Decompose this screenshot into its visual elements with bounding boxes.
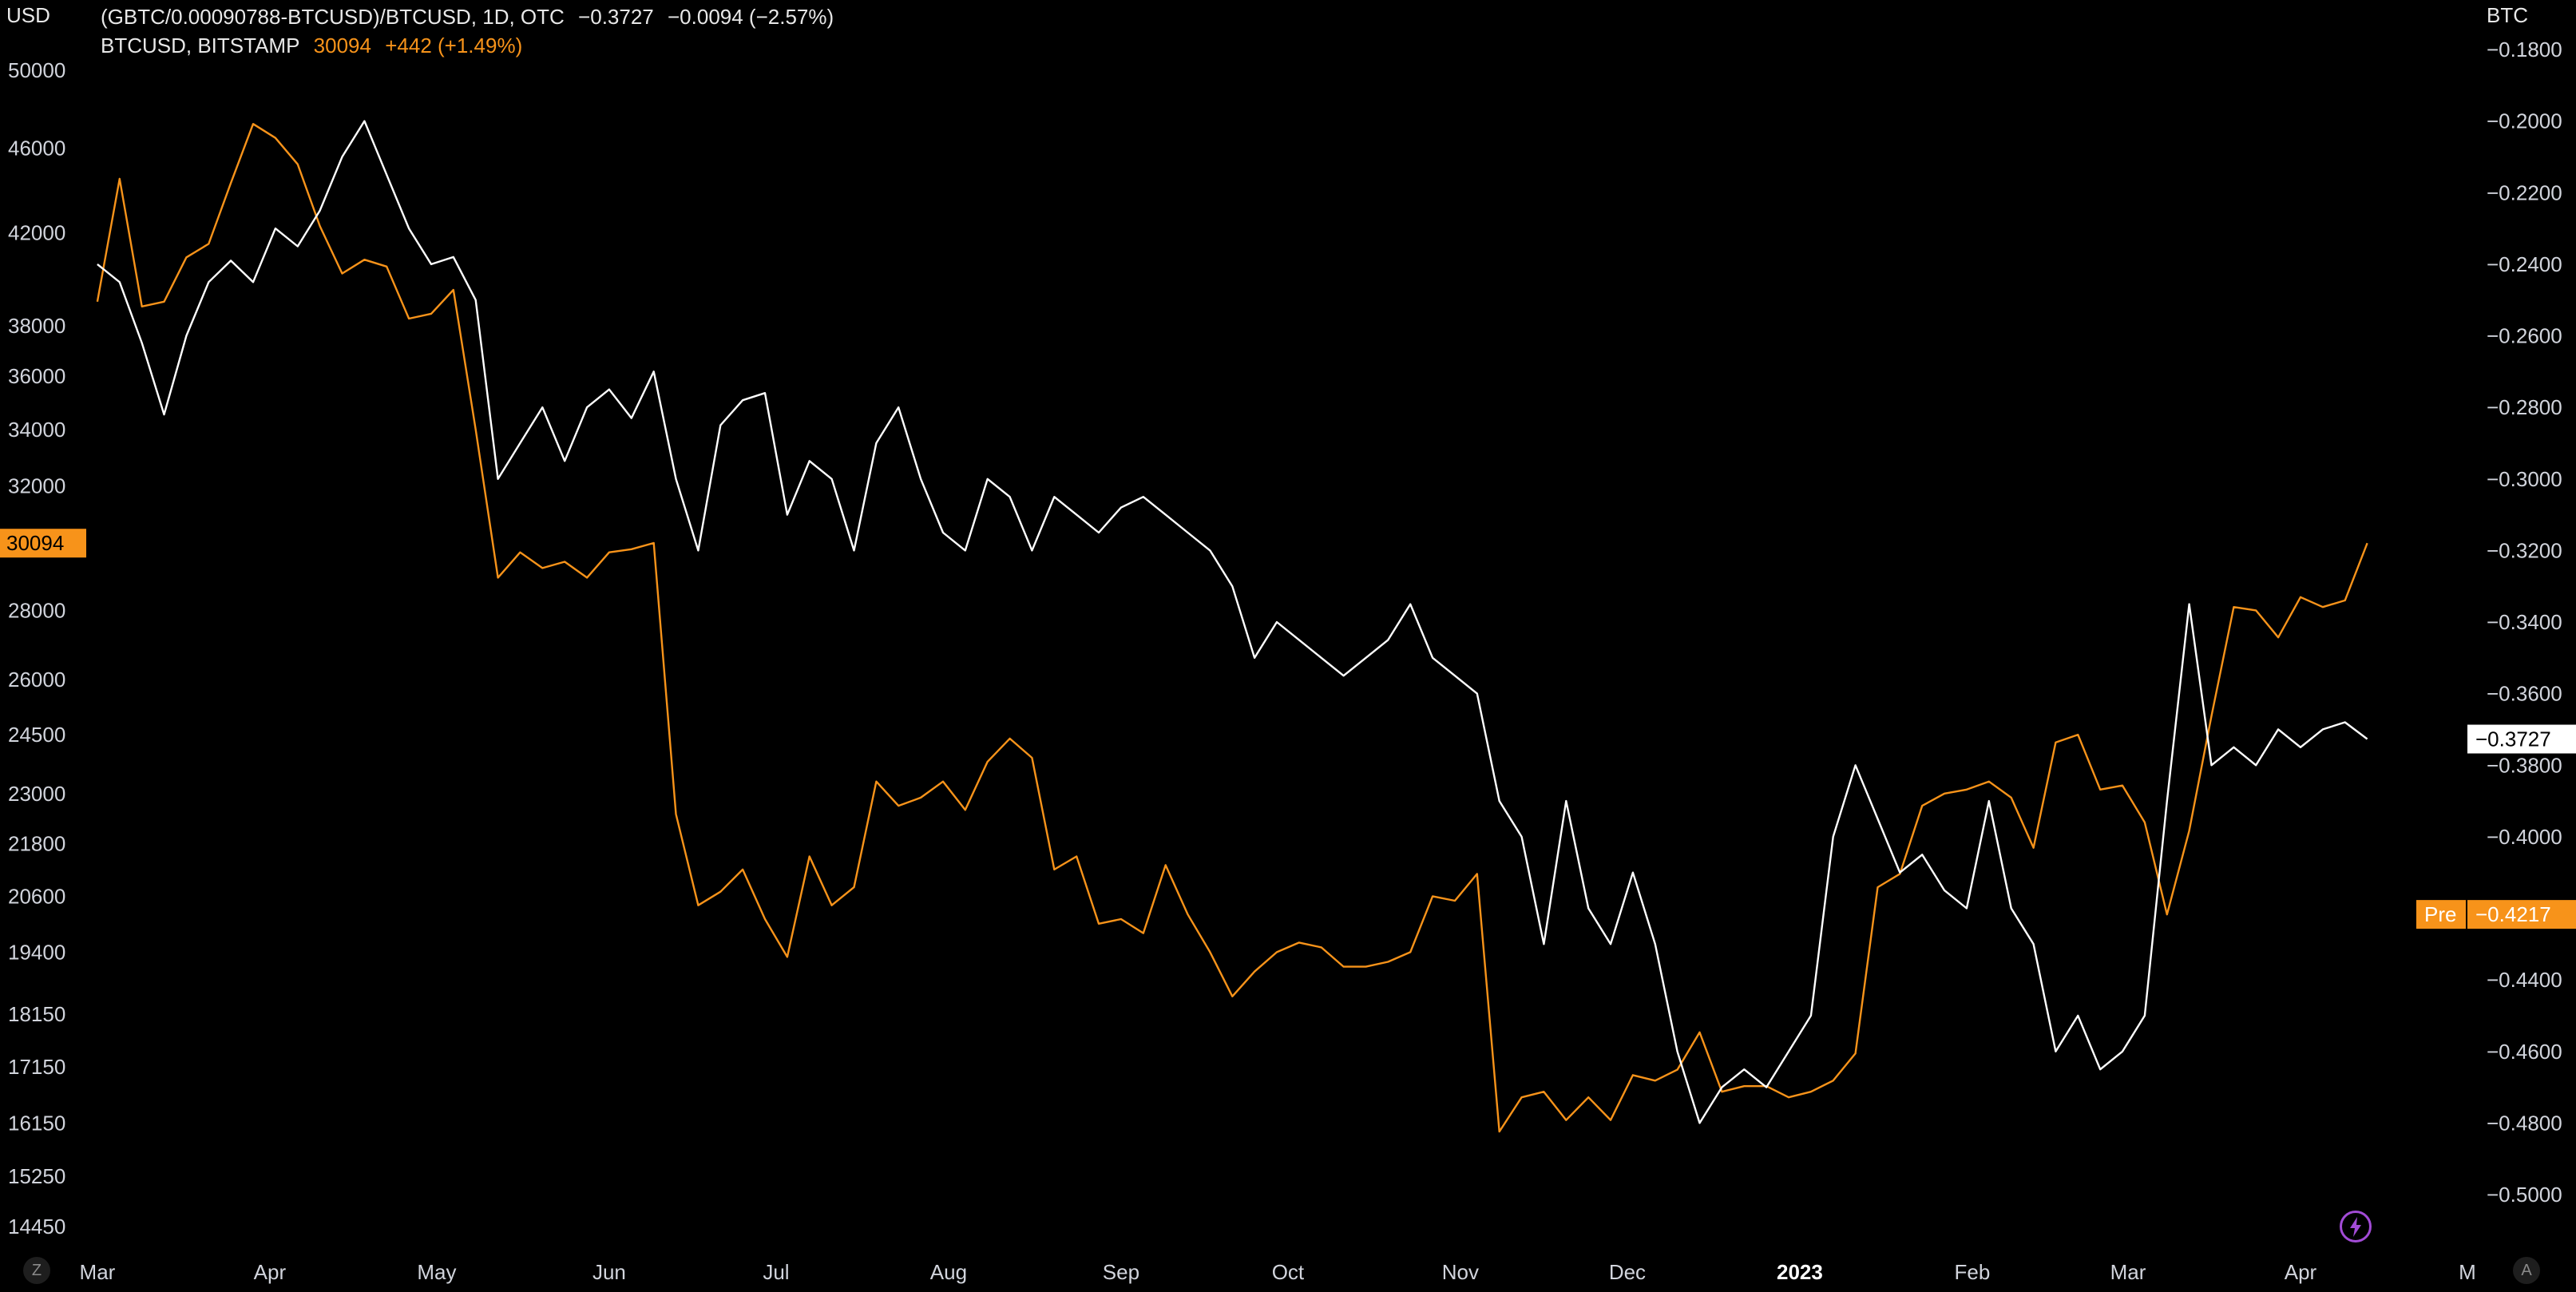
left-axis-tick: 19400 xyxy=(8,940,65,964)
time-axis-label: Dec xyxy=(1609,1260,1646,1284)
btcusd-value: 30094 xyxy=(313,34,371,57)
btcusd-last-price-label: 30094 xyxy=(6,531,64,555)
btcusd-change: +442 (+1.49%) xyxy=(385,34,523,57)
time-axis-label: Mar xyxy=(80,1260,116,1284)
auto-scale-button[interactable]: A xyxy=(2513,1257,2540,1284)
ratio-last-value-label: −0.3727 xyxy=(2475,727,2551,751)
series-layer xyxy=(96,120,2368,1133)
pre-market-value-tag xyxy=(2467,900,2576,929)
lightning-icon[interactable] xyxy=(2340,1211,2372,1242)
right-axis-tick: −0.1800 xyxy=(2487,38,2562,61)
right-axis-tick: −0.2800 xyxy=(2487,395,2562,419)
time-axis-label: Jun xyxy=(592,1260,626,1284)
left-axis-tick: 14450 xyxy=(8,1215,65,1238)
btcusd-symbol: BTCUSD, BITSTAMP xyxy=(101,34,300,57)
pre-market-value-label: −0.4217 xyxy=(2475,902,2551,926)
time-axis-label: Feb xyxy=(1955,1260,1991,1284)
time-axis-label: Apr xyxy=(254,1260,287,1284)
left-axis-tick: 20600 xyxy=(8,884,65,908)
time-axis-label: Jul xyxy=(763,1260,789,1284)
ratio-symbol: (GBTC/0.00090788-BTCUSD)/BTCUSD, 1D, OTC xyxy=(101,5,565,29)
left-axis-tick: 46000 xyxy=(8,136,65,160)
btcusd-line xyxy=(96,123,2368,1133)
right-axis-tick: −0.4800 xyxy=(2487,1111,2562,1135)
gbtc-ratio-line xyxy=(97,120,2368,1124)
right-axis-tick: −0.2200 xyxy=(2487,180,2562,204)
pre-market-tag xyxy=(2416,900,2466,929)
time-axis-label: 2023 xyxy=(1777,1260,1823,1284)
btcusd-legend[interactable]: BTCUSD, BITSTAMP 30094 +442 (+1.49%) xyxy=(101,34,530,58)
left-axis-tick: 36000 xyxy=(8,364,65,388)
left-axis-tick: 21800 xyxy=(8,831,65,855)
right-axis-tick: −0.4000 xyxy=(2487,825,2562,849)
left-axis-tick: 24500 xyxy=(8,723,65,747)
time-zoom-button[interactable]: Z xyxy=(23,1257,50,1284)
time-axis-label: May xyxy=(417,1260,456,1284)
ratio-legend[interactable]: (GBTC/0.00090788-BTCUSD)/BTCUSD, 1D, OTC… xyxy=(101,5,842,30)
ratio-change: −0.0094 (−2.57%) xyxy=(668,5,834,29)
right-axis-tick: −0.2400 xyxy=(2487,252,2562,276)
pre-market-tag-label: Pre xyxy=(2424,902,2456,926)
left-axis-tick: 28000 xyxy=(8,598,65,622)
left-price-axis[interactable]: 50000 46000 42000 38000 36000 34000 32000 28000… xyxy=(8,58,65,1238)
btcusd-last-price-tag xyxy=(0,529,86,558)
time-axis[interactable]: Mar Apr May Jun Jul Aug Sep Oct Nov Dec 2023 Feb Mar… xyxy=(80,1260,2476,1284)
right-axis-tick: −0.3000 xyxy=(2487,467,2562,491)
left-axis-tick: 32000 xyxy=(8,474,65,498)
time-axis-label: Aug xyxy=(930,1260,967,1284)
right-axis-tick: −0.4600 xyxy=(2487,1040,2562,1064)
right-axis-tick: −0.3200 xyxy=(2487,538,2562,562)
right-axis-tick: −0.2600 xyxy=(2487,324,2562,348)
left-axis-tick: 26000 xyxy=(8,668,65,692)
time-axis-label: Sep xyxy=(1103,1260,1139,1284)
left-axis-tick: 34000 xyxy=(8,418,65,442)
time-axis-label: Oct xyxy=(1272,1260,1305,1284)
left-axis-tick: 23000 xyxy=(8,782,65,806)
time-axis-label: Nov xyxy=(1442,1260,1479,1284)
time-axis-label: M xyxy=(2459,1260,2476,1284)
ratio-last-value-tag xyxy=(2467,724,2576,754)
right-axis-tick: −0.2000 xyxy=(2487,109,2562,133)
left-axis-tick: 15250 xyxy=(8,1164,65,1188)
right-axis-tick: −0.4400 xyxy=(2487,968,2562,992)
time-axis-label: Mar xyxy=(2110,1260,2146,1284)
right-axis-tick: −0.3600 xyxy=(2487,682,2562,706)
right-unit-label: BTC xyxy=(2487,3,2528,27)
time-axis-label: Apr xyxy=(2285,1260,2317,1284)
left-axis-tick: 50000 xyxy=(8,58,65,82)
left-axis-tick: 18150 xyxy=(8,1002,65,1026)
price-labels: 30094 −0.3727 Pre −0.4217 xyxy=(0,529,2576,929)
ratio-value: −0.3727 xyxy=(578,5,654,29)
left-axis-tick: 38000 xyxy=(8,314,65,338)
right-axis-tick: −0.3800 xyxy=(2487,753,2562,777)
right-axis-tick: −0.3400 xyxy=(2487,610,2562,634)
left-axis-tick: 17150 xyxy=(8,1055,65,1079)
right-axis-tick: −0.5000 xyxy=(2487,1183,2562,1207)
left-axis-tick: 16150 xyxy=(8,1111,65,1135)
left-axis-tick: 42000 xyxy=(8,220,65,244)
left-unit-label: USD xyxy=(6,3,50,27)
